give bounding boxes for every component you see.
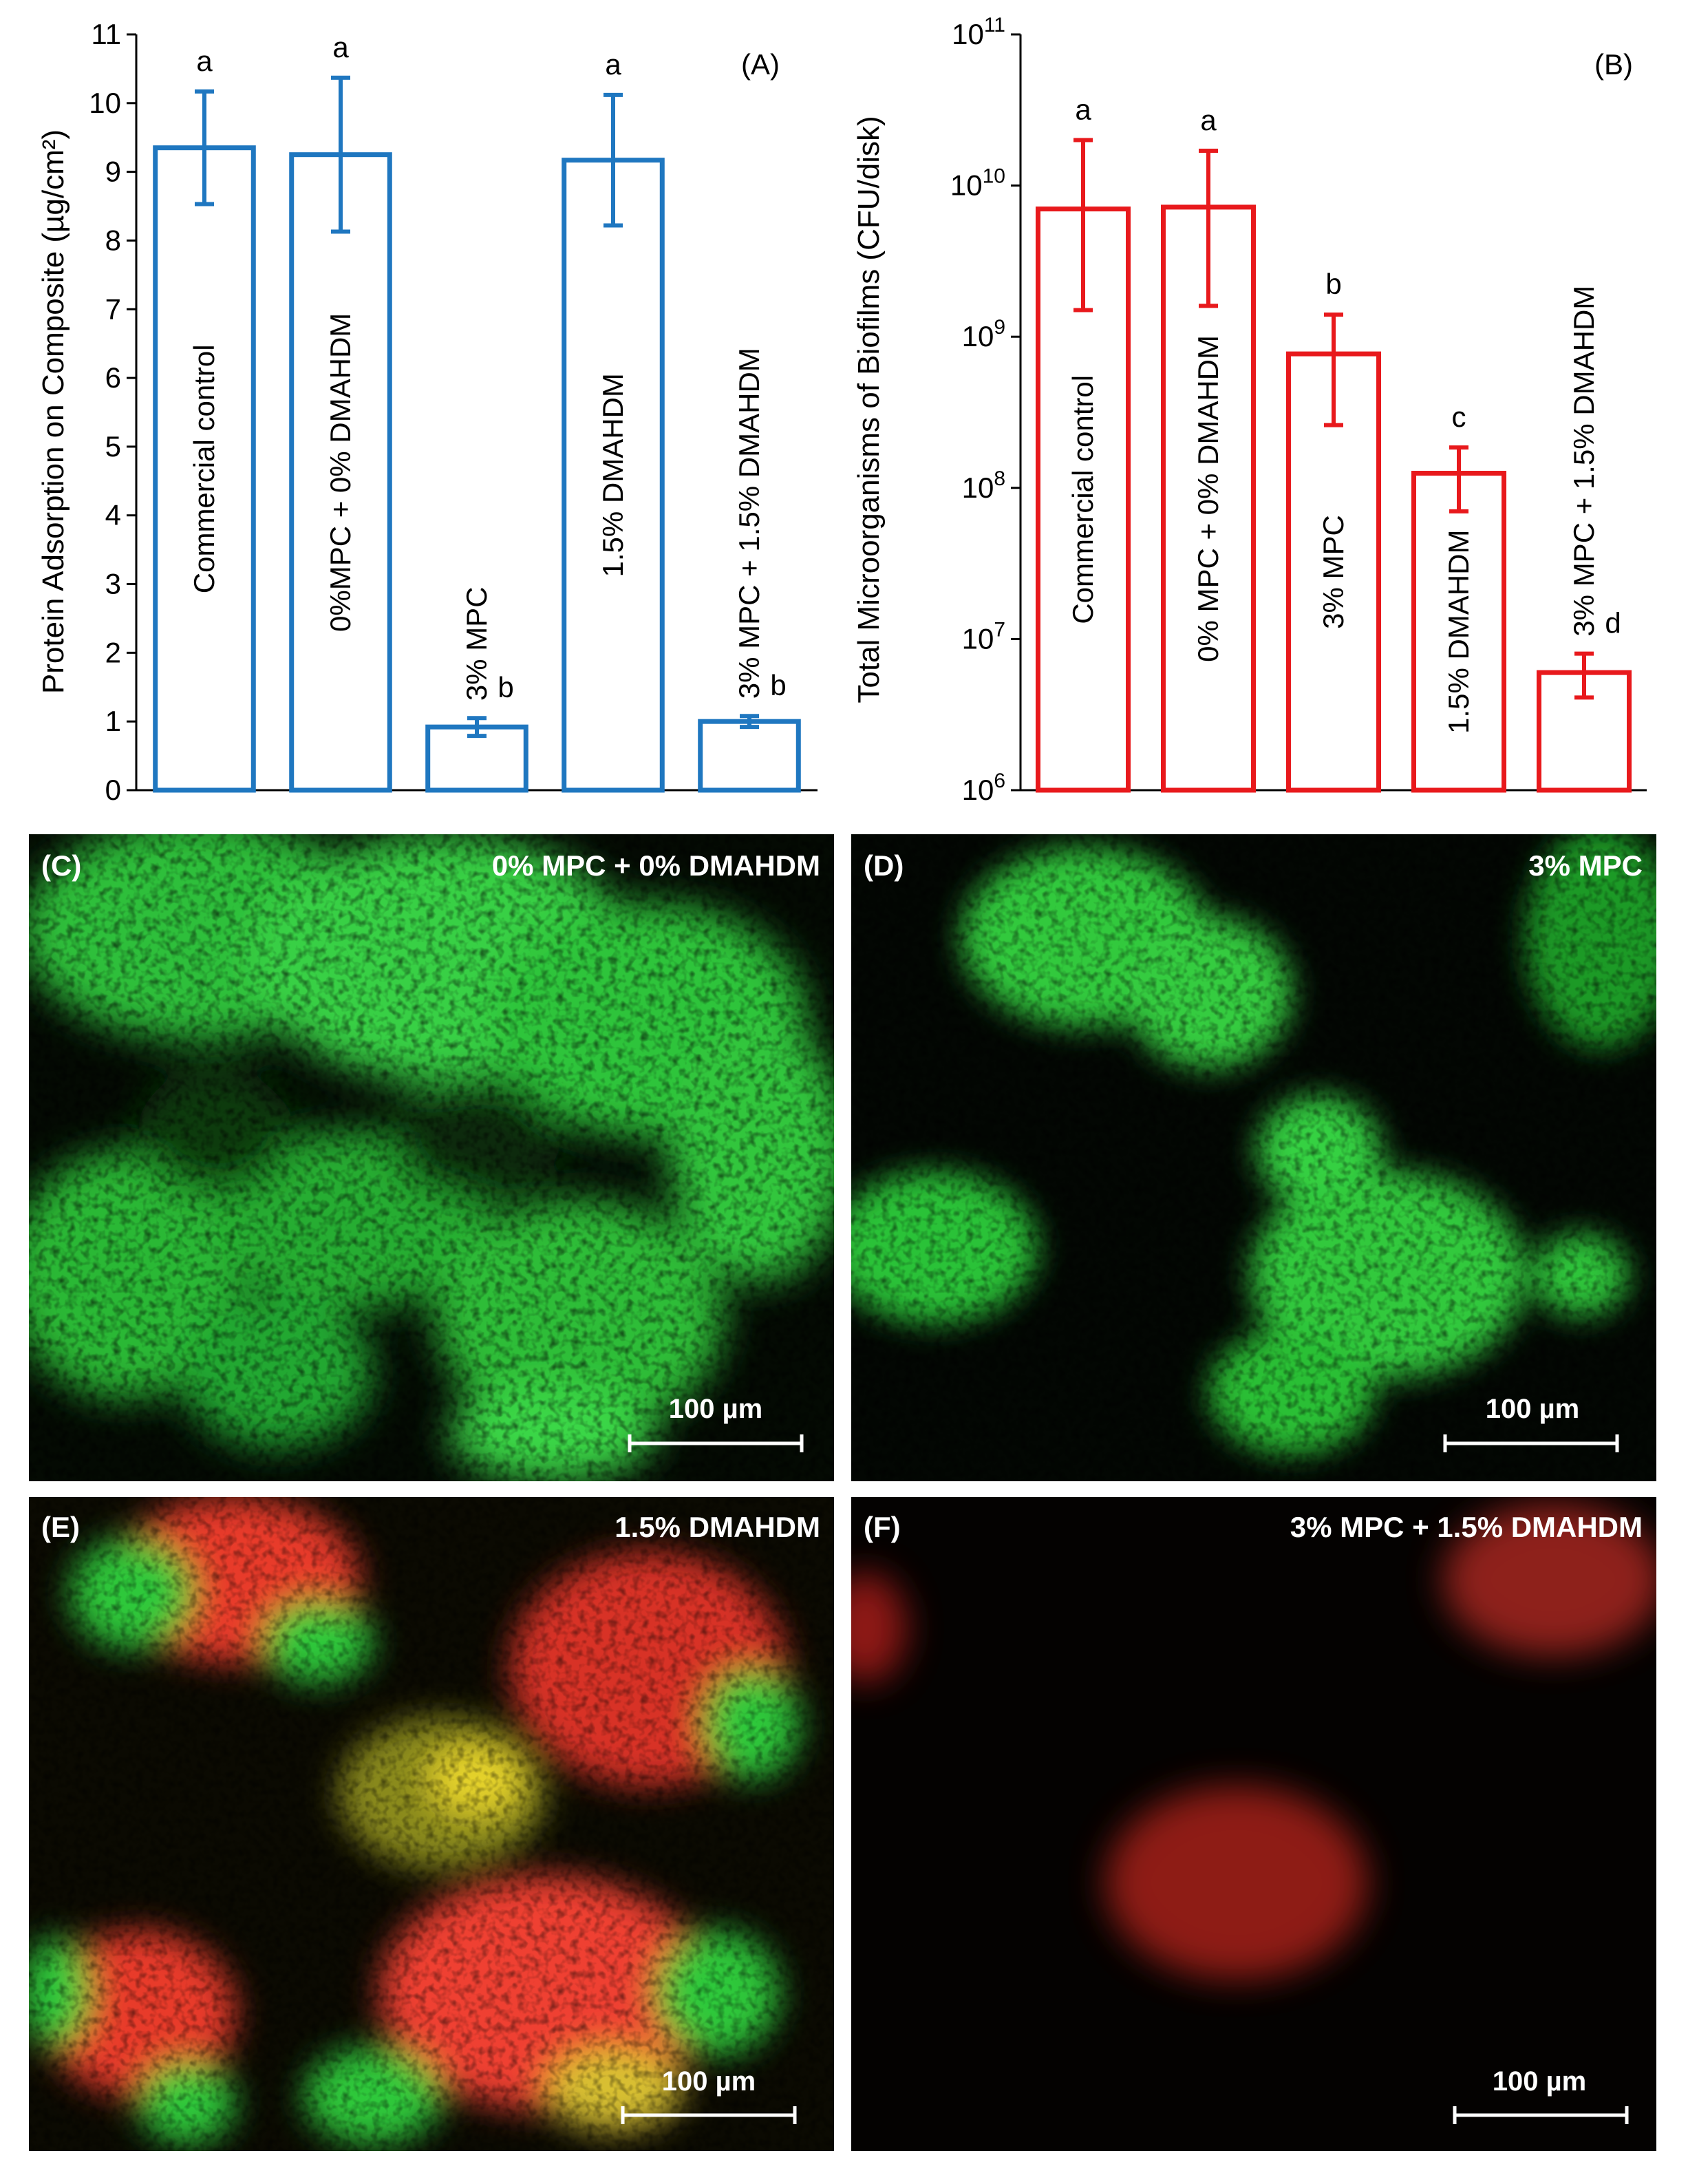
chart-a-category-label: 1.5% DMAHDM: [597, 373, 629, 577]
chart-b-significance-letter: c: [1452, 401, 1466, 433]
chart-b-significance-letter: a: [1200, 104, 1217, 136]
micrograph-c-title: 0% MPC + 0% DMAHDM: [492, 849, 820, 882]
micrograph-e-title: 1.5% DMAHDM: [615, 1511, 820, 1543]
chart-a-y-tick-label: 8: [105, 224, 121, 256]
chart-b-panel-label: (B): [1594, 48, 1633, 81]
chart-b-bar: [1411, 471, 1507, 793]
chart-b-y-tick-label: 1011: [952, 14, 1005, 50]
micrograph-d-title: 3% MPC: [1528, 849, 1643, 882]
chart-a-category-label: 3% MPC + 1.5% DMAHDM: [733, 348, 765, 699]
chart-a-y-tick-label: 2: [105, 636, 121, 668]
micrograph-d-label: (D): [864, 849, 904, 882]
chart-a-significance-letter: b: [498, 671, 513, 703]
micrograph-c: (C) 0% MPC + 0% DMAHDM 100 µm: [29, 834, 834, 1481]
chart-b-y-tick-label: 108: [962, 467, 1005, 504]
chart-b-significance-letter: a: [1075, 93, 1091, 125]
chart-a-bar: [562, 158, 665, 793]
chart-b-total-microorganisms: 106 107 108 109 1010 1011 a Commercial control…: [852, 14, 1647, 806]
micrograph-c-scale-label: 100 µm: [669, 1394, 762, 1424]
chart-a-y-tick-label: 11: [91, 18, 121, 50]
chart-a-bar: [289, 152, 392, 793]
micrograph-e-label: (E): [41, 1511, 80, 1543]
chart-a-y-tick-label: 9: [105, 156, 121, 188]
chart-a-y-tick-label: 5: [105, 430, 121, 463]
chart-a-significance-letter: a: [196, 45, 213, 77]
chart-a-protein-adsorption: 0 1 2 3 4 5 6 7 8 9 10 11 a Commercial control a 0%MPC…: [36, 18, 818, 806]
chart-a-y-tick-label: 7: [105, 293, 121, 325]
chart-b-category-label: 1.5% DMAHDM: [1442, 530, 1475, 734]
micrograph-f-scale-bar: [1453, 2106, 1629, 2124]
chart-a-y-axis-title: Protein Adsorption on Composite (µg/cm²): [36, 129, 70, 694]
chart-b-category-label: 3% MPC: [1317, 515, 1349, 629]
chart-a-significance-letter: b: [770, 669, 786, 701]
chart-a-y-tick-label: 3: [105, 568, 121, 600]
chart-a-bar: [153, 145, 256, 793]
chart-b-significance-letter: b: [1325, 268, 1341, 300]
chart-a-panel-label: (A): [741, 48, 780, 81]
chart-a-y-tick-label: 6: [105, 361, 121, 394]
chart-b-y-tick-label: 106: [962, 770, 1005, 806]
chart-a-y-tick-label: 4: [105, 499, 121, 531]
chart-b-y-axis-title: Total Microorganisms of Biofilms (CFU/di…: [852, 116, 886, 703]
micrograph-c-scale-bar: [628, 1434, 804, 1452]
micrograph-e: (E) 1.5% DMAHDM 100 µm: [29, 1497, 834, 2151]
chart-b-y-tick-label: 1010: [950, 165, 1005, 202]
micrograph-f-label: (F): [864, 1511, 901, 1543]
chart-a-category-label: 3% MPC: [460, 586, 493, 701]
chart-b-category-label: 3% MPC + 1.5% DMAHDM: [1568, 286, 1600, 637]
chart-a-significance-letter: a: [332, 31, 349, 63]
chart-a-y-tick-label: 0: [105, 774, 121, 806]
chart-b-category-label: Commercial control: [1067, 375, 1099, 624]
chart-a-category-label: 0%MPC + 0% DMAHDM: [324, 313, 356, 632]
chart-b-y-tick-label: 109: [962, 316, 1005, 352]
chart-a-significance-letter: a: [605, 48, 621, 81]
micrograph-f-title: 3% MPC + 1.5% DMAHDM: [1290, 1511, 1643, 1543]
chart-a-bar: [698, 719, 801, 793]
micrograph-e-scale-label: 100 µm: [662, 2066, 756, 2097]
micrograph-c-label: (C): [41, 849, 81, 882]
chart-b-y-tick-label: 107: [962, 618, 1005, 655]
micrograph-d-scale-label: 100 µm: [1486, 1394, 1579, 1424]
micrograph-d-scale-bar: [1443, 1434, 1619, 1452]
micrograph-e-scale-bar: [621, 2106, 797, 2124]
micrograph-f: (F) 3% MPC + 1.5% DMAHDM 100 µm: [851, 1497, 1656, 2151]
micrograph-f-scale-label: 100 µm: [1493, 2066, 1586, 2097]
chart-a-category-label: Commercial control: [188, 344, 220, 593]
micrograph-d: (D) 3% MPC 100 µm: [851, 834, 1656, 1481]
chart-b-significance-letter: d: [1605, 607, 1621, 639]
chart-a-y-tick-label: 1: [105, 705, 121, 737]
chart-a-y-tick-label: 10: [89, 87, 121, 119]
chart-b-category-label: 0% MPC + 0% DMAHDM: [1192, 335, 1224, 662]
